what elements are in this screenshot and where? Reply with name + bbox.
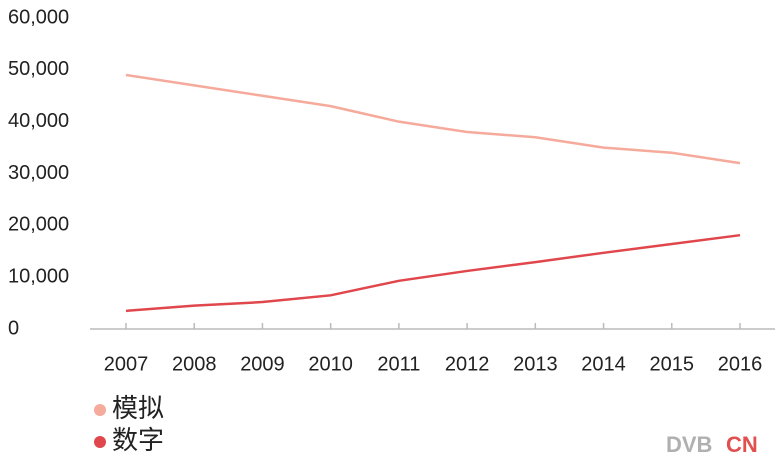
x-tick-label: 2016 <box>718 353 763 375</box>
x-tick-label: 2007 <box>104 353 149 375</box>
watermark-left: DVB <box>666 432 712 457</box>
watermark-right: CN <box>726 432 758 457</box>
line-series <box>125 233 741 313</box>
legend-text: 模拟 <box>112 393 164 423</box>
x-tick-label: 2013 <box>513 353 558 375</box>
legend-marker <box>94 404 106 416</box>
x-tick-label: 2014 <box>581 353 626 375</box>
x-tick-label: 2010 <box>308 353 353 375</box>
x-tick-label: 2008 <box>172 353 217 375</box>
y-tick-label: 40,000 <box>8 110 69 132</box>
line-series <box>125 73 741 165</box>
y-tick-label: 50,000 <box>8 58 69 80</box>
y-tick-label: 60,000 <box>8 6 69 28</box>
y-tick-label: 10,000 <box>8 265 69 287</box>
y-tick-label: 30,000 <box>8 162 69 184</box>
legend-marker <box>94 436 106 448</box>
legend-text: 数字 <box>112 425 164 455</box>
x-tick-label: 2015 <box>650 353 695 375</box>
y-tick-label: 0 <box>8 317 19 339</box>
x-tick-label: 2009 <box>240 353 285 375</box>
x-tick-label: 2011 <box>377 353 420 375</box>
x-tick-label: 2012 <box>445 353 490 375</box>
y-tick-label: 20,000 <box>8 214 69 236</box>
